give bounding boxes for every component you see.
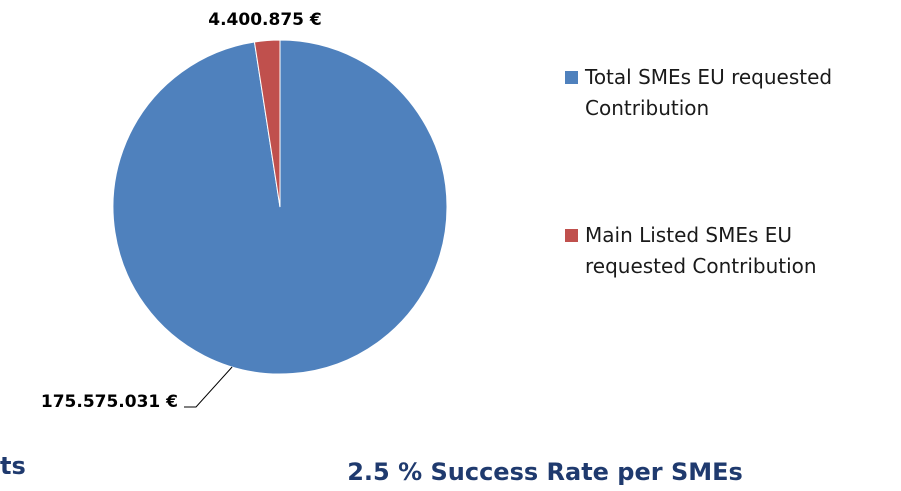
caption-center: 2.5 % Success Rate per SMEs xyxy=(347,458,743,486)
legend-swatch xyxy=(565,229,578,242)
pie-slice xyxy=(253,39,281,208)
legend-swatch xyxy=(565,71,578,84)
legend-item: Total SMEs EU requested Contribution xyxy=(565,62,855,124)
data-label: 175.575.031 € xyxy=(41,392,178,412)
data-label: 4.400.875 € xyxy=(208,10,321,30)
legend-label: Total SMEs EU requested Contribution xyxy=(585,65,833,120)
legend-label: Main Listed SMEs EU requested Contributi… xyxy=(585,223,817,278)
legend-item: Main Listed SMEs EU requested Contributi… xyxy=(565,220,855,282)
leader-line xyxy=(184,366,233,408)
caption-left: ts xyxy=(0,452,26,480)
